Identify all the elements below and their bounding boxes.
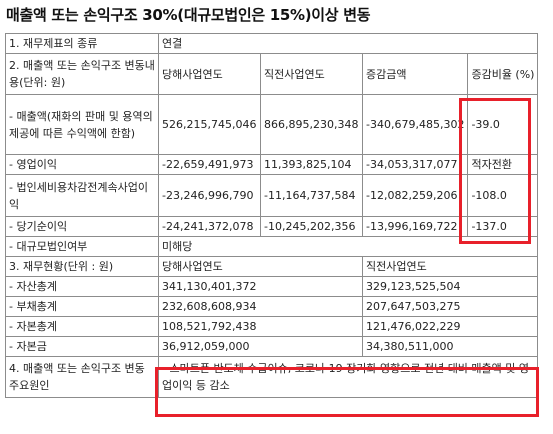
cell-previous: 866,895,230,348 (260, 94, 363, 155)
row-label: - 부채총계 (5, 296, 159, 317)
row-label: - 대규모법인여부 (5, 236, 159, 257)
row-label: - 매출액(재화의 판매 및 용역의 제공에 따른 수익액에 한함) (5, 94, 159, 155)
cell-current: 341,130,401,372 (158, 276, 363, 297)
row-label: 3. 재무현황(단위 : 원) (5, 256, 159, 277)
table-row: - 영업이익 -22,659,491,973 11,393,825,104 -3… (5, 154, 539, 175)
cell-previous: -10,245,202,356 (260, 216, 363, 237)
row-label: - 영업이익 (5, 154, 159, 175)
table-row: 4. 매출액 또는 손익구조 변동 주요원인 - 스마트폰 반도체 수급이슈, … (5, 356, 539, 398)
large-corp-flag: 미해당 (157, 236, 539, 257)
table-row: - 자본금 36,912,059,000 34,380,511,000 (5, 336, 539, 357)
cell-current: 36,912,059,000 (158, 336, 363, 357)
cell-current: -24,241,372,078 (158, 216, 261, 237)
cell-rate: 적자전환 (467, 154, 539, 175)
col-header-previous: 직전사업연도 (260, 53, 363, 95)
cell-rate: -108.0 (467, 174, 539, 217)
cell-rate: -39.0 (467, 94, 539, 155)
cell-previous: 329,123,525,504 (361, 276, 539, 297)
cell-previous: 11,393,825,104 (260, 154, 363, 175)
col-header-previous: 직전사업연도 (361, 256, 539, 277)
row-label: - 자본금 (5, 336, 159, 357)
col-header-current: 당해사업연도 (158, 53, 261, 95)
table-row: 1. 재무제표의 종류 연결 (5, 33, 539, 54)
table-row: - 법인세비용차감전계속사업이익 -23,246,996,790 -11,164… (5, 174, 539, 217)
table-row: 2. 매출액 또는 손익구조 변동내용(단위: 원) 당해사업연도 직전사업연도… (5, 53, 539, 95)
cell-diff: -34,053,317,077 (361, 154, 469, 175)
row-label: 2. 매출액 또는 손익구조 변동내용(단위: 원) (5, 53, 159, 95)
row-label: 1. 재무제표의 종류 (5, 33, 159, 54)
change-reason: - 스마트폰 반도체 수급이슈, 코로나 19 장기화 영향으로 전년 대비 매… (157, 356, 539, 398)
col-header-diff: 증감금액 (361, 53, 469, 95)
statement-type: 연결 (157, 33, 539, 54)
cell-previous: 207,647,503,275 (361, 296, 539, 317)
row-label: 4. 매출액 또는 손익구조 변동 주요원인 (5, 356, 159, 398)
cell-current: -23,246,996,790 (158, 174, 261, 217)
disclosure-title: 매출액 또는 손익구조 30%(대규모법인은 15%)이상 변동 (6, 6, 371, 24)
col-header-current: 당해사업연도 (158, 256, 363, 277)
cell-current: 108,521,792,438 (158, 316, 363, 337)
row-label: - 법인세비용차감전계속사업이익 (5, 174, 159, 217)
cell-diff: -13,996,169,722 (361, 216, 469, 237)
table-row: - 자산총계 341,130,401,372 329,123,525,504 (5, 276, 539, 297)
table-row: - 자본총계 108,521,792,438 121,476,022,229 (5, 316, 539, 337)
table-row: - 부채총계 232,608,608,934 207,647,503,275 (5, 296, 539, 317)
cell-diff: -12,082,259,206 (361, 174, 469, 217)
cell-previous: 34,380,511,000 (361, 336, 539, 357)
row-label: - 자산총계 (5, 276, 159, 297)
cell-previous: 121,476,022,229 (361, 316, 539, 337)
cell-current: 526,215,745,046 (158, 94, 261, 155)
col-header-rate: 증감비율 (%) (467, 53, 539, 95)
cell-diff: -340,679,485,302 (361, 94, 469, 155)
cell-rate: -137.0 (467, 216, 539, 237)
table-row: - 대규모법인여부 미해당 (5, 236, 539, 257)
table-row: - 매출액(재화의 판매 및 용역의 제공에 따른 수익액에 한함) 526,2… (5, 94, 539, 155)
table-row: 3. 재무현황(단위 : 원) 당해사업연도 직전사업연도 (5, 256, 539, 277)
cell-current: -22,659,491,973 (158, 154, 261, 175)
disclosure-table: 1. 재무제표의 종류 연결 2. 매출액 또는 손익구조 변동내용(단위: 원… (5, 33, 539, 398)
table-row: - 당기순이익 -24,241,372,078 -10,245,202,356 … (5, 216, 539, 237)
cell-previous: -11,164,737,584 (260, 174, 363, 217)
cell-current: 232,608,608,934 (158, 296, 363, 317)
row-label: - 자본총계 (5, 316, 159, 337)
row-label: - 당기순이익 (5, 216, 159, 237)
